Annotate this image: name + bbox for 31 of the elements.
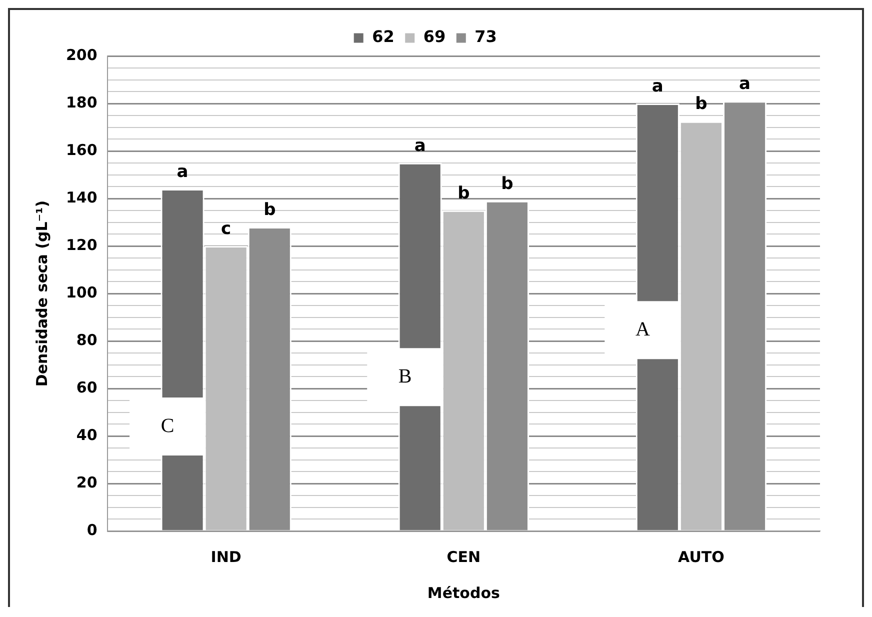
y-tick-label: 120 xyxy=(66,236,98,254)
annotation: a xyxy=(739,74,751,94)
y-tick-label: 40 xyxy=(76,426,98,444)
y-tick-label: 140 xyxy=(66,188,98,206)
x-tick-label: IND xyxy=(210,548,242,566)
legend-label: 69 xyxy=(423,27,446,46)
annotation: c xyxy=(221,218,232,239)
y-tick-label: 200 xyxy=(66,46,98,64)
y-tick-label: 20 xyxy=(76,473,98,492)
annotation: b xyxy=(458,183,470,204)
y-axis-title: Densidade seca (gL⁻¹) xyxy=(32,200,51,387)
y-tick-label: 160 xyxy=(66,140,98,159)
y-tick-label: 100 xyxy=(66,283,98,302)
annotation: b xyxy=(501,174,514,194)
annotation: a xyxy=(652,76,664,96)
legend-label: 62 xyxy=(372,27,394,46)
y-tick-label: 60 xyxy=(76,378,98,396)
annotation: B xyxy=(398,365,412,388)
y-tick-label: 80 xyxy=(76,330,98,349)
annotation: a xyxy=(176,162,188,182)
y-tick-label: 0 xyxy=(86,520,98,539)
x-tick-label: AUTO xyxy=(678,548,724,566)
x-axis-title: Métodos xyxy=(427,584,500,602)
x-tick-label: CEN xyxy=(446,548,481,566)
annotation: a xyxy=(414,136,426,156)
annotation: b xyxy=(695,94,708,114)
y-tick-label: 180 xyxy=(66,93,98,112)
legend-label: 73 xyxy=(474,27,497,46)
annotation: C xyxy=(160,414,174,437)
annotation: A xyxy=(635,318,650,340)
annotation: b xyxy=(264,200,276,220)
